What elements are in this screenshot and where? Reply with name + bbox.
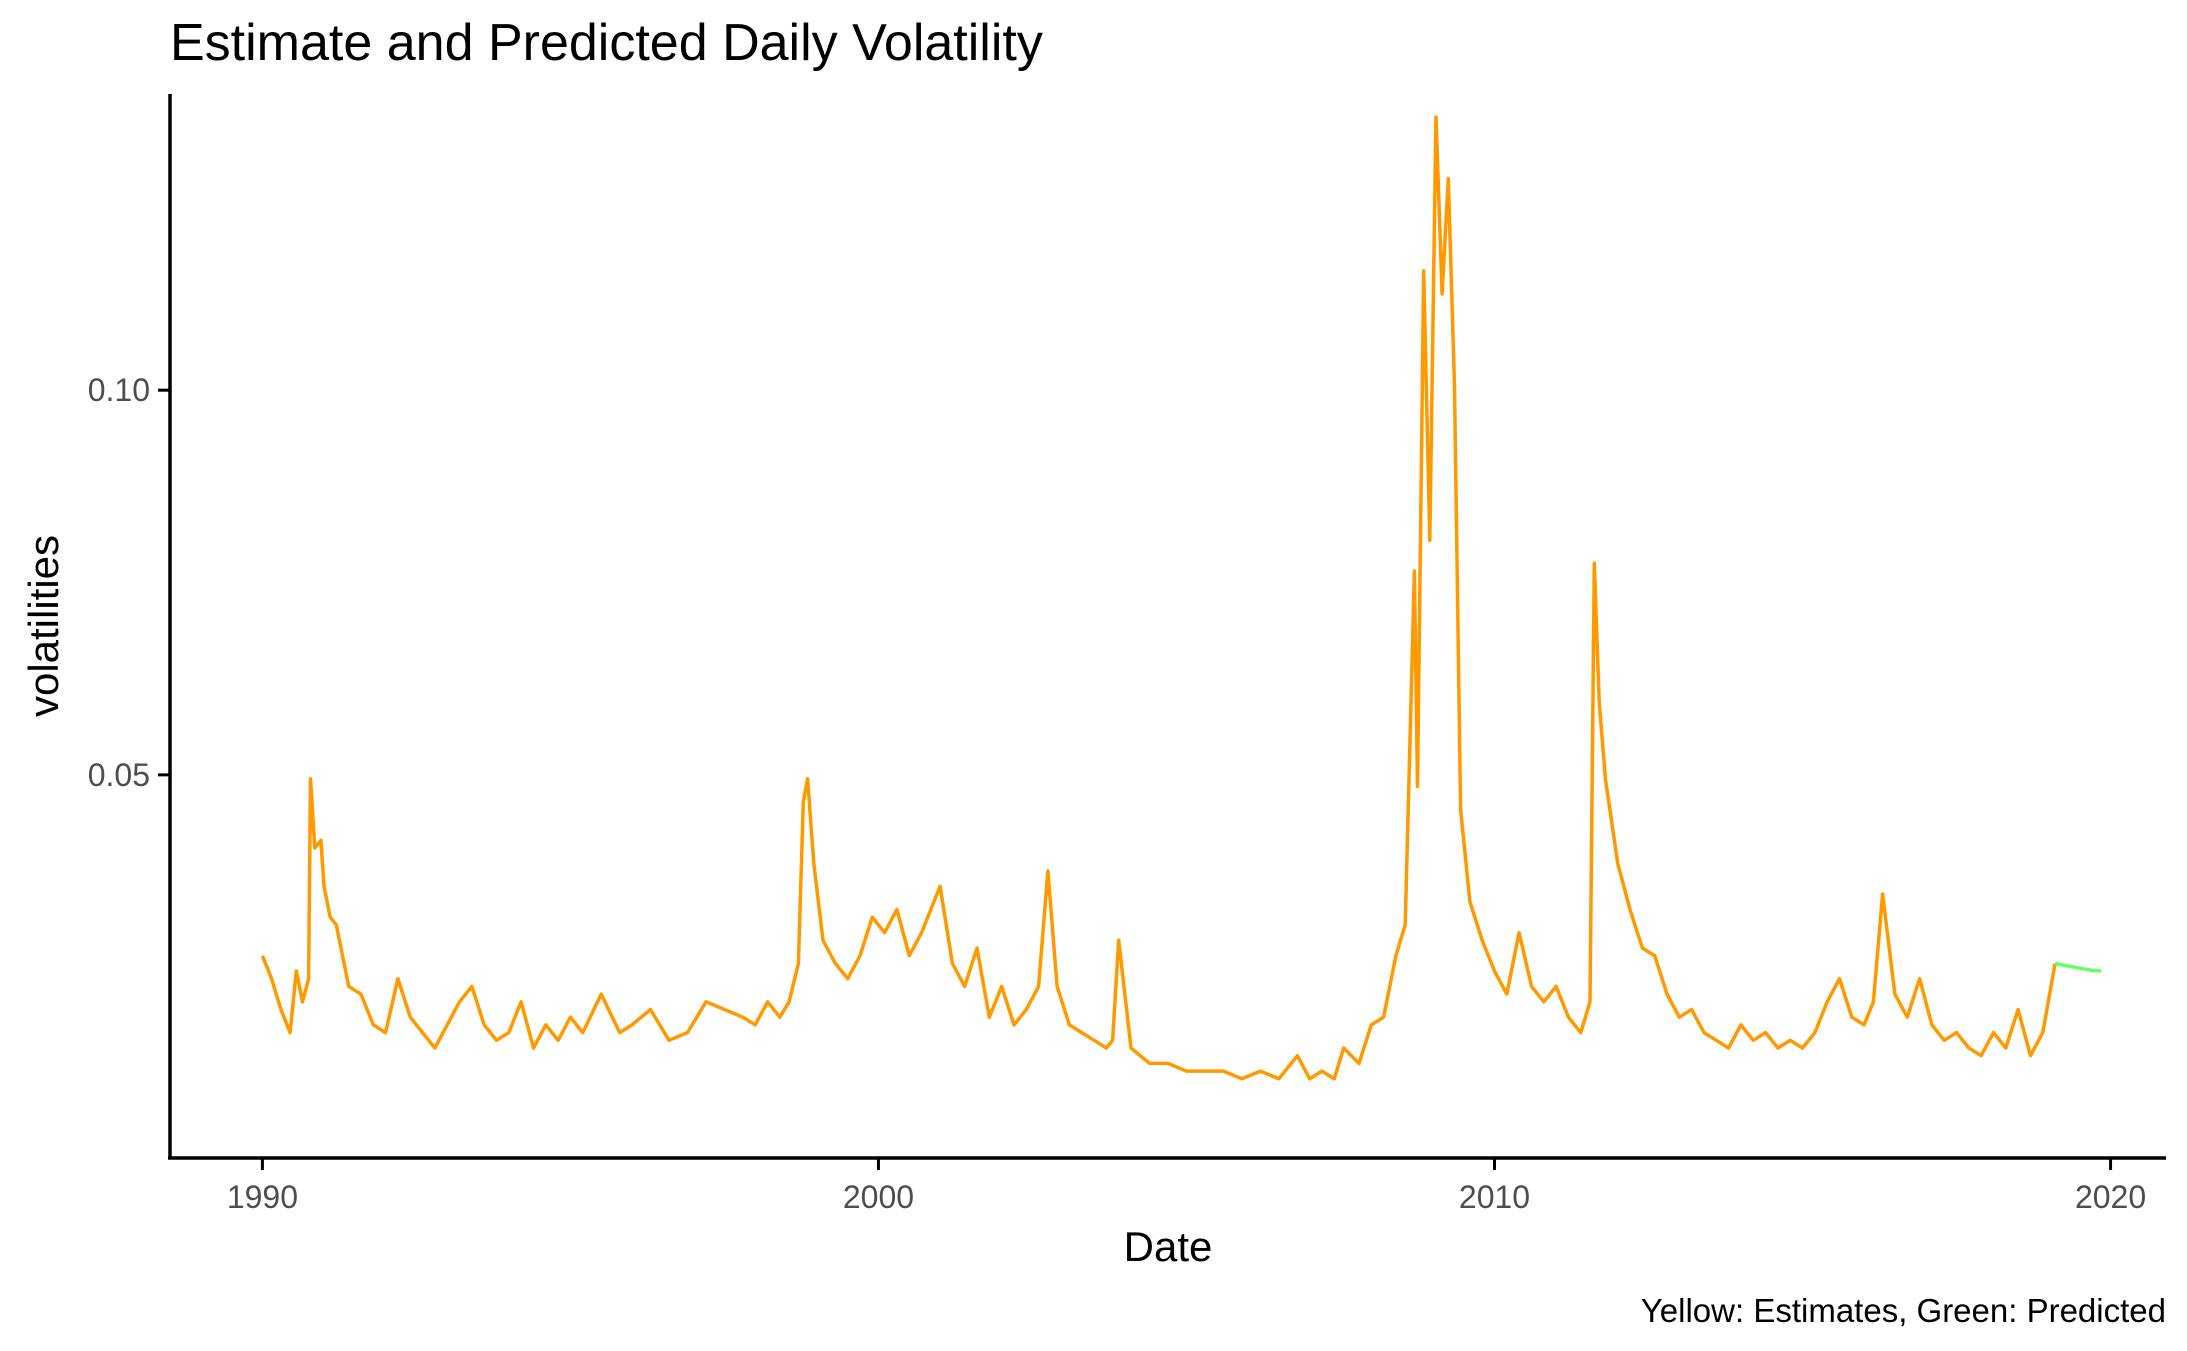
x-tick-label: 2010 (1459, 1179, 1530, 1215)
x-axis-title: Date (1124, 1223, 1213, 1270)
y-tick-label: 0.05 (88, 757, 150, 793)
y-axis-ticks: 0.05 0.10 (88, 372, 170, 793)
plot-area (260, 115, 2102, 1081)
chart-title: Estimate and Predicted Daily Volatility (170, 14, 1043, 72)
x-tick-label: 1990 (227, 1179, 298, 1215)
y-axis-title: volatilities (20, 535, 67, 717)
x-tick-label: 2020 (2075, 1179, 2146, 1215)
series-line-predicted (2054, 961, 2102, 973)
y-tick-label: 0.10 (88, 372, 150, 408)
x-tick-label: 2000 (843, 1179, 914, 1215)
chart-caption: Yellow: Estimates, Green: Predicted (1641, 1292, 2166, 1329)
x-axis-ticks: 1990 2000 2010 2020 (227, 1158, 2146, 1215)
series-line-estimates (260, 115, 2057, 1081)
